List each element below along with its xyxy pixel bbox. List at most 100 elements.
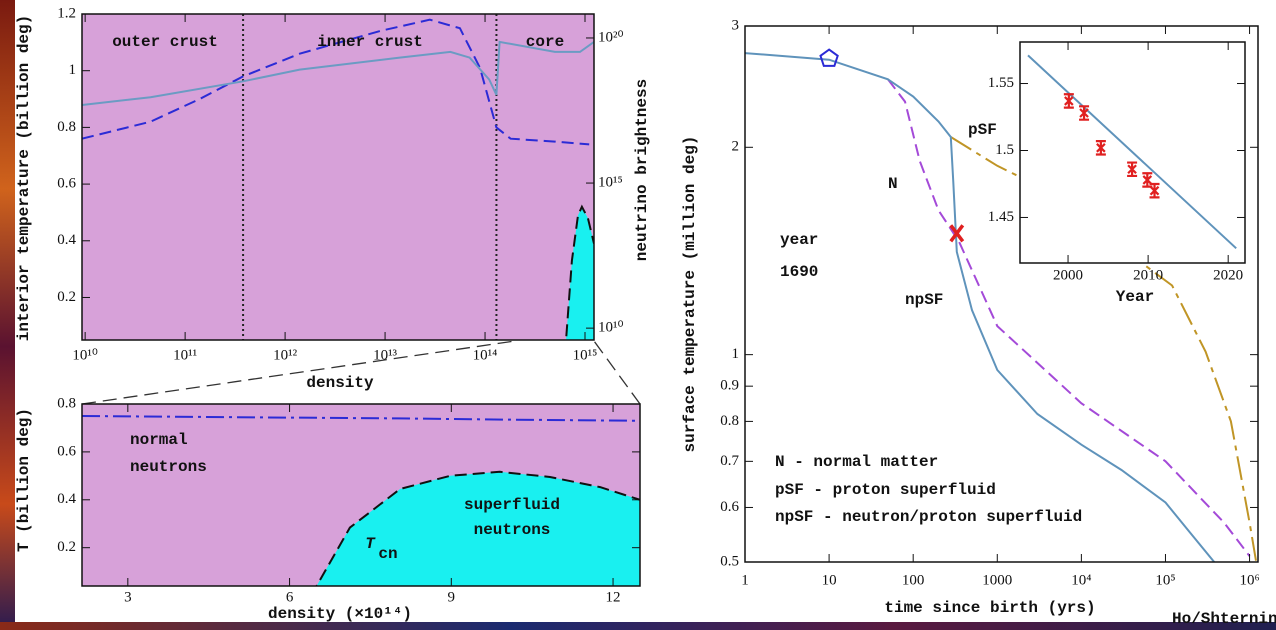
y-tick-label: 1 [69,62,77,78]
background-strip [0,622,1276,630]
line [315,470,640,586]
legend-entry: npSF - neutron/proton superfluid [775,508,1082,526]
y-tick-label: 0.8 [57,395,76,411]
annotation: T [365,535,376,553]
legend-entry: pSF - proton superfluid [775,481,996,499]
point-marker [819,48,839,67]
x-tick-label: 3 [124,589,132,605]
y-tick-label: 0.2 [57,289,76,305]
x-tick-label: 10¹⁴ [473,347,498,363]
error-bar [1142,172,1153,188]
y2-tick-label: 10¹⁵ [598,174,623,190]
region-label: core [526,33,564,51]
x-tick-label: 10¹³ [373,347,397,363]
x-axis-label: density (×10¹⁴) [268,605,412,623]
y-tick-label: 0.6 [720,499,739,515]
series-group [82,14,594,340]
x-axis-label: density [306,374,374,392]
y-tick-label: 0.4 [57,232,76,248]
annotation: superfluid [464,496,560,514]
point-marker [949,224,965,243]
y-tick-label: 0.8 [720,413,739,429]
x-tick-label: 10¹² [273,347,297,363]
line [82,415,640,422]
chart: 10¹⁰ 10¹¹ 10¹² 10¹³ 10¹⁴ 10¹⁵ 0.2 0.4 0.6 0.8 1 1.2… [15,5,651,392]
annotation: neutrons [474,521,551,539]
credit: Ho/Shternin [1172,610,1276,628]
annotation: normal [130,431,188,449]
x-tick-label: 10⁵ [1155,572,1175,588]
y-tick-label: 2 [732,139,740,155]
y-tick-label: 1.2 [57,5,76,21]
line [745,52,1215,562]
y2-tick-label: 10²⁰ [598,29,624,45]
x-axis-label: time since birth (yrs) [884,599,1095,617]
x-tick-label: 9 [448,589,456,605]
error-bar [1095,140,1106,156]
y-tick-label: 0.7 [720,453,739,469]
x-tick-label: 10⁴ [1071,572,1091,588]
line [1027,54,1237,250]
x-tick-label: 2000 [1053,267,1083,283]
plot-frame [1019,41,1246,264]
annotation: 1690 [780,263,818,281]
error-bar [1127,161,1138,178]
zoom-connector [81,340,516,405]
x-tick-label: 10 [822,572,837,588]
y-tick-label: 3 [732,17,740,33]
error-bar [1149,182,1160,199]
x-tick-label: 1 [741,572,749,588]
y-tick-label: 1.5 [995,142,1014,158]
annotation: year [780,231,818,249]
y-axis-label: T (billion deg) [15,408,33,552]
y2-axis-label: neutrino brightness [633,79,651,261]
x-axis-label: Year [1116,288,1154,306]
zoom-connector [593,340,641,405]
region-label: inner crust [317,33,423,51]
y-tick-label: 0.2 [57,539,76,555]
y-tick-label: 0.8 [57,119,76,135]
plot-frame [81,13,595,341]
series-group [82,415,640,586]
annotation: neutrons [130,458,207,476]
curve-label: N [888,175,898,193]
x-tick-label: 1000 [982,572,1012,588]
line [950,136,1258,562]
series-group [1027,54,1237,250]
x-tick-label: 10¹⁵ [573,347,598,363]
curve-label: npSF [905,291,943,309]
background-strip [0,0,15,630]
line [565,204,594,340]
y-tick-label: 0.4 [57,491,76,507]
y-tick-label: 0.5 [720,553,739,569]
y-tick-label: 1.45 [988,209,1014,225]
y-tick-label: 1.55 [988,75,1014,91]
series-group [745,52,1258,562]
x-tick-label: 100 [902,572,925,588]
y-tick-label: 0.6 [57,443,76,459]
area [311,471,640,586]
line [82,18,590,146]
area [565,206,594,340]
y-axis-label: interior temperature (billion deg) [15,15,33,341]
y-tick-label: 0.9 [720,378,739,394]
y-tick-label: 1 [732,346,740,362]
x-tick-label: 2020 [1213,267,1243,283]
y2-tick-label: 10¹⁰ [598,320,624,336]
curve-label: pSF [968,121,997,139]
x-tick-label: 2010 [1133,267,1163,283]
x-tick-label: 10¹⁰ [72,347,98,363]
line [887,78,1251,557]
chart: 3 6 9 12 0.2 0.4 0.6 0.8 density (×10¹⁴) T (billi… [15,395,641,623]
x-tick-label: 10⁶ [1239,572,1259,588]
y-axis-label: surface temperature (million deg) [681,136,699,453]
y-tick-label: 0.6 [57,176,76,192]
annotation: cn [378,545,397,563]
error-bar [1063,93,1074,109]
line [82,40,594,106]
legend-entry: N - normal matter [775,453,938,471]
x-tick-label: 12 [606,589,621,605]
x-tick-label: 10¹¹ [173,347,197,363]
